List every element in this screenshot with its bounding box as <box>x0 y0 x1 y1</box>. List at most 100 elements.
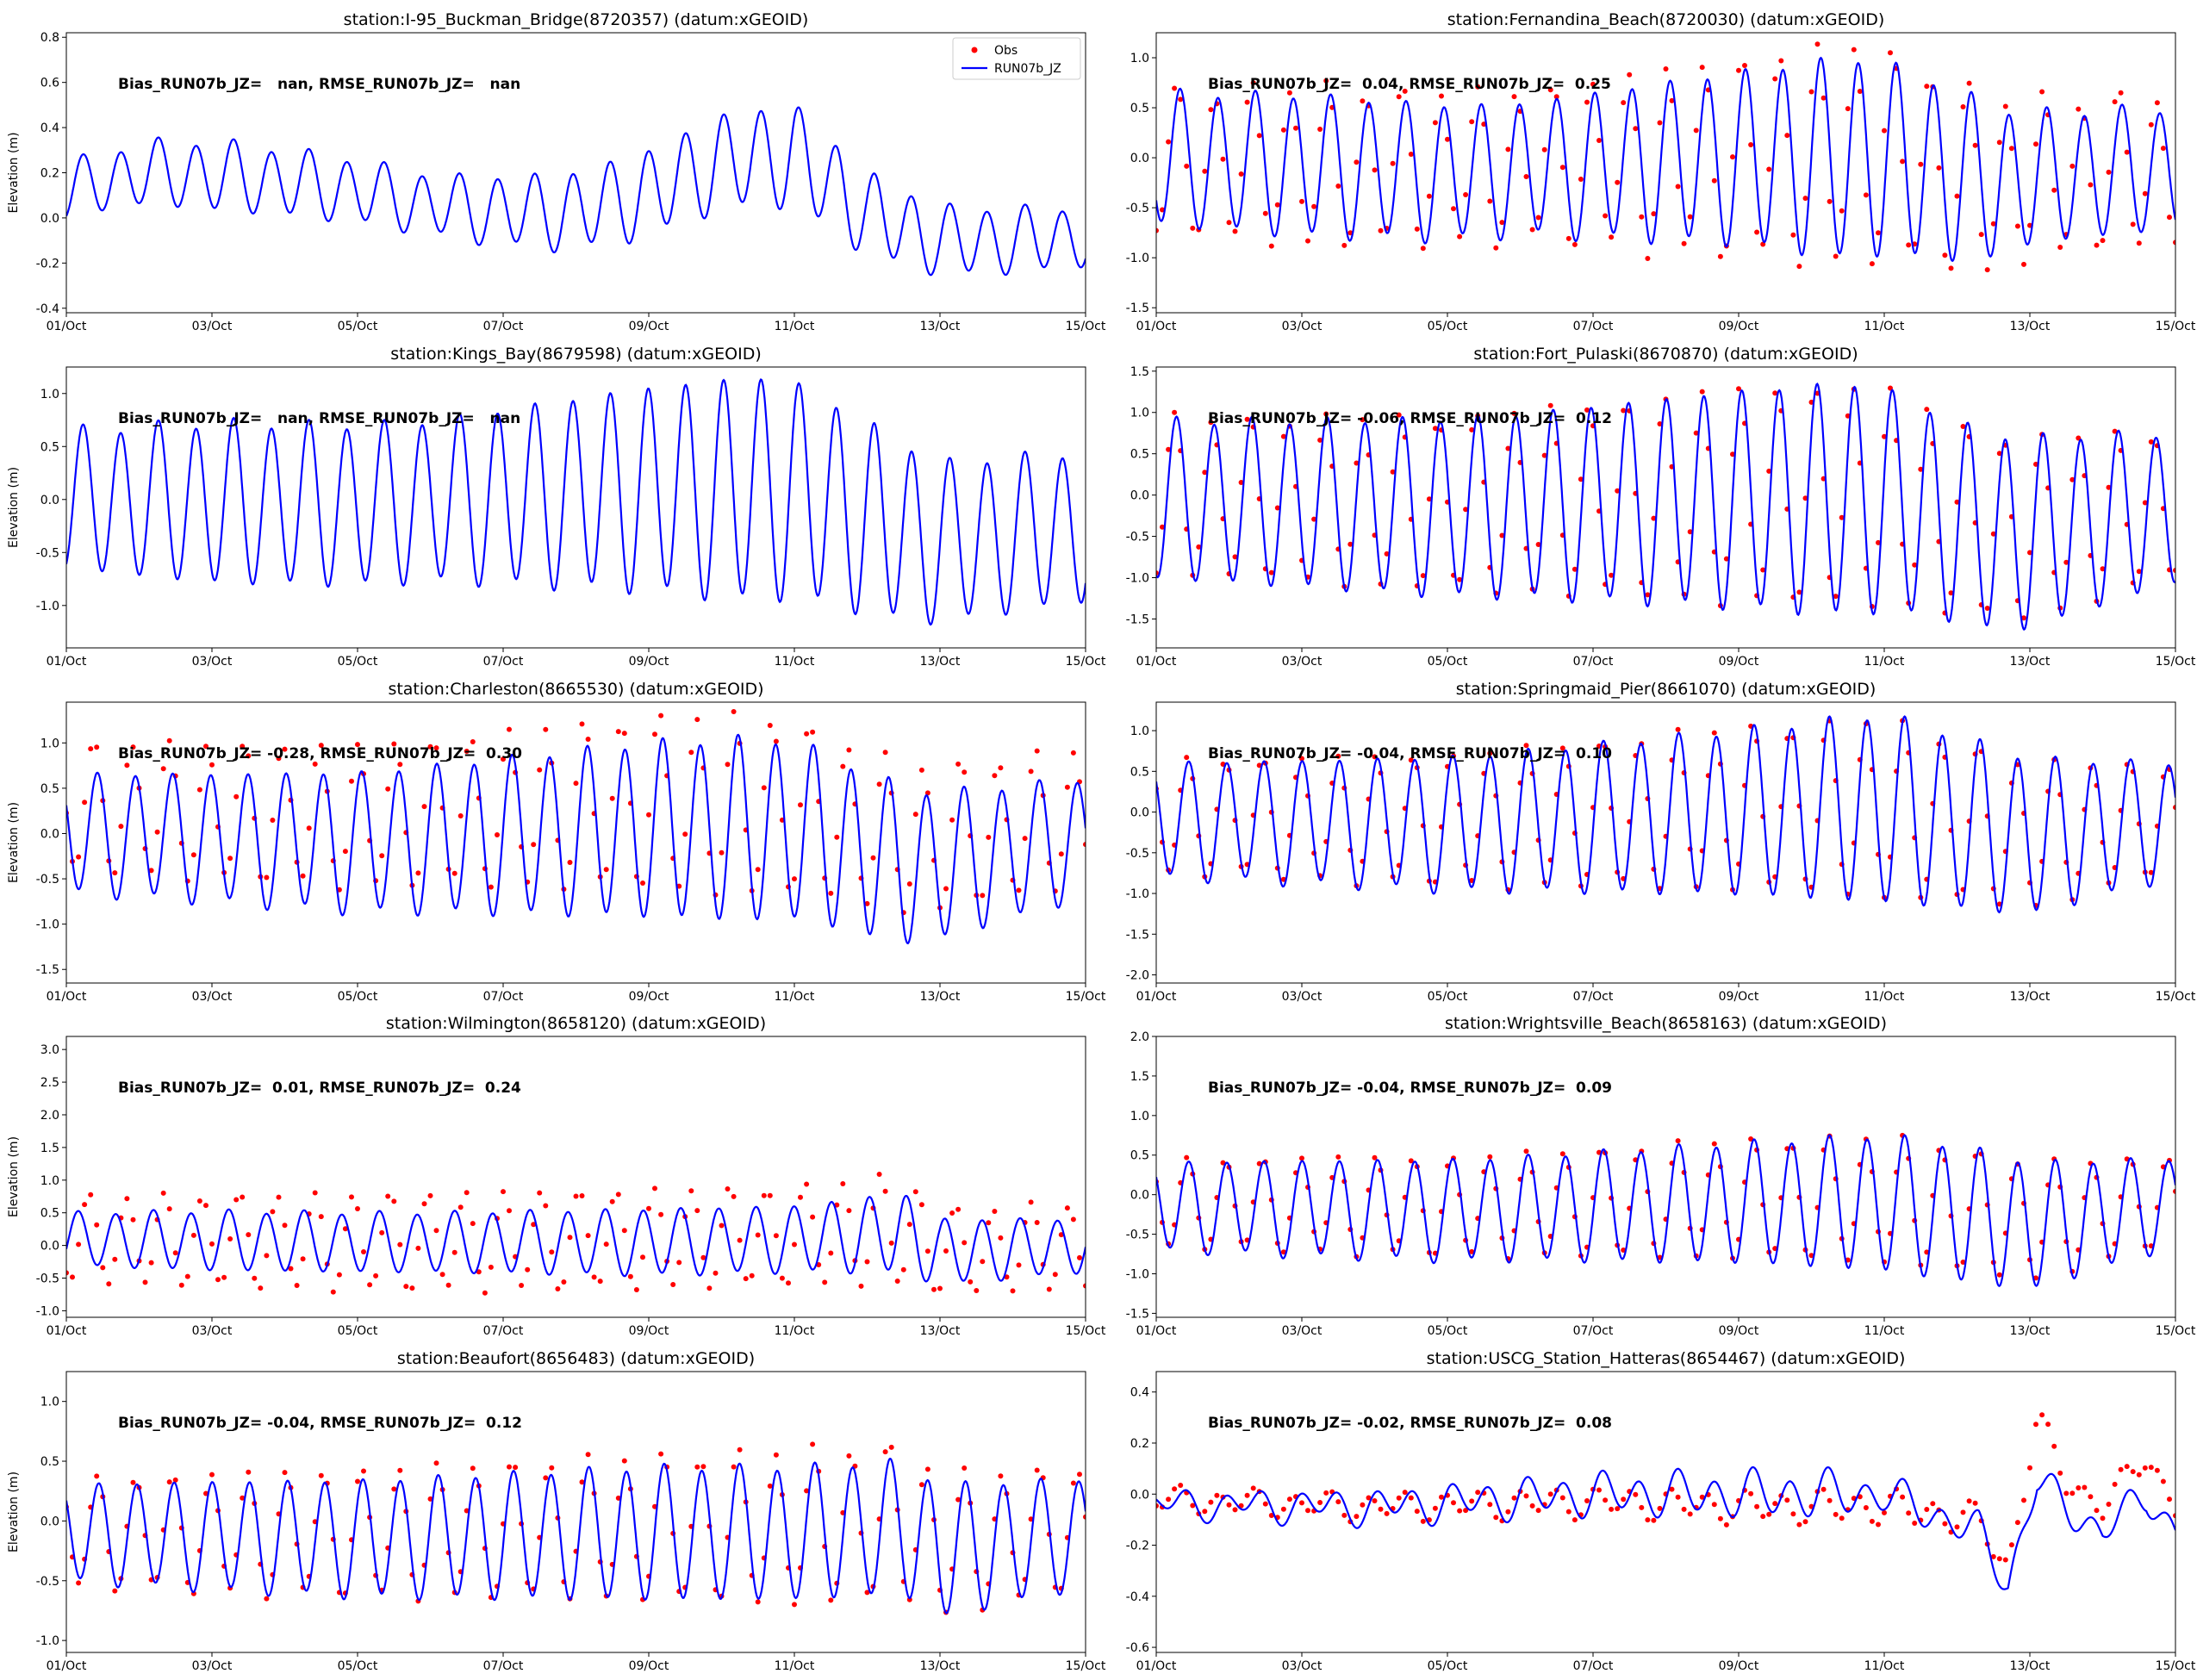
obs-point <box>573 1193 579 1199</box>
x-tick-label: 05/Oct <box>338 990 378 1004</box>
x-tick-label: 01/Oct <box>1136 1659 1177 1673</box>
y-tick-label: 0.0 <box>40 827 59 841</box>
obs-point <box>1621 100 1627 106</box>
obs-point <box>749 1272 755 1279</box>
obs-point <box>792 1602 797 1608</box>
chart-title: station:Wrightsville_Beach(8658163) (dat… <box>1445 1014 1887 1033</box>
y-tick-label: 1.0 <box>40 1174 59 1188</box>
obs-point <box>190 1232 196 1238</box>
obs-point <box>246 1469 252 1475</box>
obs-point <box>373 1272 379 1279</box>
x-tick-label: 09/Oct <box>629 990 669 1004</box>
obs-point <box>1657 1505 1663 1511</box>
obs-point <box>828 1250 834 1256</box>
obs-point <box>513 1465 519 1471</box>
obs-point <box>1335 184 1341 189</box>
obs-point <box>1990 221 1996 227</box>
obs-point <box>1603 1497 1609 1503</box>
obs-point <box>846 1208 852 1214</box>
obs-point <box>888 1444 894 1450</box>
obs-point <box>130 1216 136 1223</box>
obs-point <box>88 746 94 752</box>
obs-point <box>828 1597 834 1603</box>
obs-point <box>2148 121 2154 128</box>
obs-point <box>1172 1486 1178 1492</box>
obs-point <box>1942 252 1948 258</box>
obs-point <box>1960 104 1966 109</box>
obs-point <box>2027 1465 2032 1471</box>
obs-point <box>2142 500 2148 506</box>
obs-point <box>1930 1501 1936 1507</box>
obs-point <box>949 1210 955 1216</box>
obs-point <box>2021 615 2026 621</box>
obs-point <box>1034 1220 1040 1225</box>
obs-point <box>1833 1511 1839 1517</box>
obs-point <box>1390 160 1396 166</box>
obs-point <box>658 712 664 719</box>
obs-point <box>1584 407 1590 413</box>
y-tick-label: 0.8 <box>40 31 59 45</box>
obs-point <box>870 855 876 861</box>
obs-point <box>792 876 797 882</box>
obs-point <box>1876 230 1881 236</box>
obs-point <box>1906 1510 1912 1516</box>
obs-point <box>1299 198 1304 204</box>
obs-point <box>1772 390 1778 396</box>
obs-point <box>1280 1506 1286 1512</box>
chart-title: station:Fort_Pulaski(8670870) (datum:xGE… <box>1473 345 1858 364</box>
obs-point <box>464 749 470 754</box>
obs-point <box>1711 1141 1717 1147</box>
obs-point <box>1869 261 1875 267</box>
plot-frame <box>65 701 1086 984</box>
obs-point <box>1839 208 1845 214</box>
obs-point <box>1748 1136 1754 1142</box>
obs-point <box>282 746 288 752</box>
obs-point <box>2027 550 2032 556</box>
obs-point <box>962 769 968 775</box>
obs-point <box>1208 420 1214 426</box>
obs-point <box>76 1580 82 1586</box>
x-tick-label: 11/Oct <box>775 1659 815 1673</box>
obs-point <box>215 1277 221 1283</box>
obs-point <box>2002 1557 2008 1563</box>
obs-point <box>1256 1160 1262 1167</box>
obs-point <box>1996 1272 2002 1278</box>
obs-point <box>1384 551 1390 557</box>
obs-point <box>968 1279 974 1285</box>
obs-point <box>1559 745 1565 751</box>
obs-point <box>1238 171 1244 177</box>
x-tick-label: 11/Oct <box>1864 990 1905 1004</box>
obs-point <box>1863 192 1869 198</box>
obs-point <box>719 1223 725 1229</box>
obs-point <box>840 763 846 769</box>
obs-point <box>531 1222 537 1228</box>
obs-point <box>1451 206 1456 212</box>
y-tick-label: 0.2 <box>1130 1437 1149 1451</box>
obs-point <box>906 881 912 887</box>
stats-annotation: Bias_RUN07b_JZ= 0.01, RMSE_RUN07b_JZ= 0.… <box>118 1080 521 1097</box>
obs-point <box>349 778 354 784</box>
obs-point <box>1274 505 1280 511</box>
obs-point <box>1669 1486 1675 1492</box>
obs-point <box>76 1241 82 1248</box>
obs-point <box>1317 1500 1323 1505</box>
obs-point <box>1487 1502 1493 1508</box>
obs-point <box>457 1204 464 1210</box>
obs-point <box>421 1201 427 1207</box>
obs-point <box>2069 163 2076 169</box>
x-tick-label: 01/Oct <box>47 990 87 1004</box>
obs-point <box>804 1181 810 1187</box>
obs-point <box>1645 256 1651 261</box>
obs-point <box>1408 152 1414 157</box>
obs-point <box>130 744 136 750</box>
obs-point <box>1912 562 1918 568</box>
obs-point <box>1529 227 1535 233</box>
obs-point <box>1262 210 1268 216</box>
obs-point <box>470 1221 476 1227</box>
obs-point <box>1523 1493 1529 1499</box>
x-tick-label: 15/Oct <box>2156 1324 2196 1338</box>
obs-point <box>221 1274 227 1280</box>
obs-point <box>2160 146 2166 152</box>
obs-point <box>209 762 215 768</box>
